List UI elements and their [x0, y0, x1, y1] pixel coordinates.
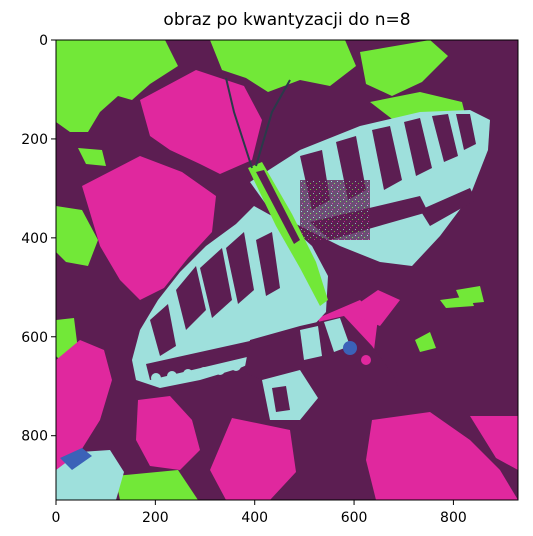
magenta-flower-region [56, 340, 112, 470]
figure-title: obraz po kwantyzacji do n=8 [163, 10, 410, 30]
butterfly-antenna [255, 79, 291, 167]
magenta-flower-region [366, 412, 518, 500]
forewing-speckle [300, 180, 370, 240]
y-tick-label: 200 [21, 132, 48, 148]
y-axis: 0 200 400 600 800 [21, 33, 56, 445]
green-leaf-region [360, 40, 448, 96]
hindwing-margin-spots [151, 361, 241, 383]
magenta-flower-region [140, 70, 262, 174]
green-leaf-region [415, 332, 436, 352]
y-tick-label: 600 [21, 330, 48, 346]
magenta-flower-region [210, 418, 296, 500]
magenta-flower-region [82, 156, 216, 300]
green-leaf-region [78, 148, 106, 166]
green-leaf-region [210, 40, 356, 92]
x-tick-label: 200 [142, 510, 169, 526]
image-frame [55, 39, 519, 501]
magenta-flower-region [136, 396, 200, 470]
y-tick-label: 400 [21, 231, 48, 247]
x-tick-label: 800 [440, 510, 467, 526]
x-tick-label: 400 [241, 510, 268, 526]
x-tick-label: 0 [52, 510, 61, 526]
magenta-flower-region [470, 416, 518, 470]
green-leaf-region [115, 470, 198, 500]
y-tick-label: 0 [39, 33, 48, 49]
butterfly-body-stripe [256, 170, 300, 244]
y-tick-label: 800 [21, 429, 48, 445]
quantized-image [55, 39, 519, 501]
butterfly-body [248, 162, 328, 306]
butterfly-antenna [225, 77, 253, 169]
x-axis: 0 200 400 600 800 [52, 500, 467, 526]
blue-region [60, 448, 92, 470]
green-leaf-region [56, 40, 178, 132]
x-tick-label: 600 [341, 510, 368, 526]
butterfly-tail [244, 316, 400, 392]
tail-markings [262, 290, 400, 420]
green-leaf-region [456, 286, 484, 304]
green-leaf-region [56, 206, 98, 266]
